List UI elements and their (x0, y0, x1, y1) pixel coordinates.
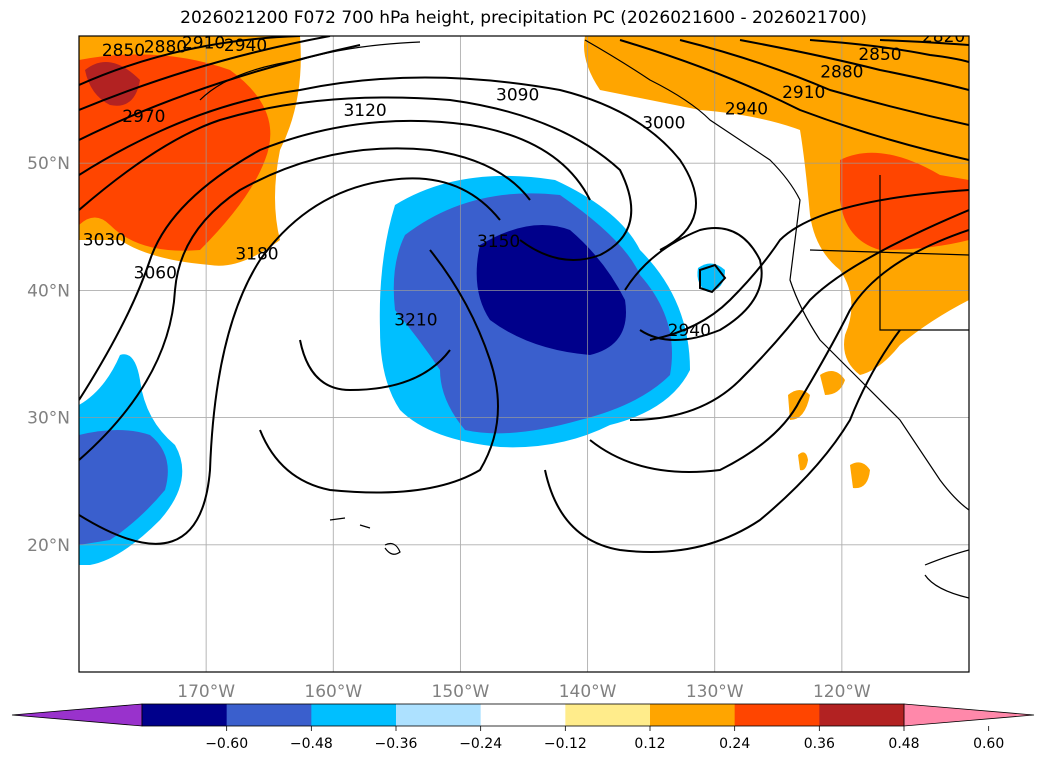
lat-tick-labels: 50°N 40°N 30°N 20°N (27, 154, 70, 556)
contour-label: 3120 (343, 101, 386, 121)
height-contours (79, 36, 969, 553)
colorbar-tick-label: 0.60 (973, 736, 1004, 752)
contour-label: 2880 (144, 37, 187, 57)
contour-label: 3210 (394, 311, 437, 331)
colorbar-tick-label: −0.24 (459, 736, 502, 752)
lon-tick-label: 160°W (304, 682, 362, 702)
colorbar-segment (734, 704, 820, 726)
precip-positive-west (79, 36, 301, 266)
contour-label: 3030 (83, 231, 126, 251)
lon-tick-labels: 170°W 160°W 150°W 140°W 130°W 120°W (177, 682, 871, 702)
colorbar-extend-min (11, 703, 143, 727)
contour-label: 3090 (496, 86, 539, 106)
map-frame (78, 35, 970, 673)
colorbar-tick-label: −0.12 (544, 736, 587, 752)
colorbar-extend-max (903, 703, 1035, 727)
contour-label: 3180 (235, 245, 278, 265)
colorbar-tick-label: 0.24 (719, 736, 750, 752)
contour-label: 2850 (858, 45, 901, 65)
colorbar-segment (226, 704, 312, 726)
colorbar-tick-label: −0.60 (205, 736, 248, 752)
lat-tick-label: 30°N (27, 409, 70, 429)
lon-tick-label: 120°W (813, 682, 871, 702)
lat-tick-label: 20°N (27, 536, 70, 556)
colorbar: −0.60 −0.48 −0.36 −0.24 −0.12 0.12 0.24 0.36 0.4… (11, 703, 1035, 752)
lon-tick-label: 140°W (559, 682, 617, 702)
colorbar-segment (565, 704, 651, 726)
colorbar-tick-label: 0.48 (888, 736, 919, 752)
lat-tick-label: 40°N (27, 281, 70, 301)
contour-labels: 2850288029102940297030303060318031203090… (83, 27, 965, 341)
map-panel: 2850288029102940297030303060318031203090… (79, 27, 969, 672)
contour-label: 2910 (182, 33, 225, 53)
colorbar-segment (142, 704, 228, 726)
lon-tick-label: 170°W (177, 682, 235, 702)
contour-label: 2910 (782, 83, 825, 103)
lon-tick-label: 130°W (686, 682, 744, 702)
colorbar-frame (141, 703, 905, 727)
colorbar-tick-label: −0.48 (290, 736, 333, 752)
contour-label: 2940 (725, 100, 768, 120)
contour-label: 2880 (820, 63, 863, 83)
colorbar-tick-label: 0.36 (804, 736, 835, 752)
colorbar-tick-label: 0.12 (634, 736, 665, 752)
lat-tick-label: 50°N (27, 154, 70, 174)
contour-label: 2940 (668, 321, 711, 341)
colorbar-segment (480, 704, 566, 726)
lon-tick-label: 150°W (432, 682, 490, 702)
figure-title: 2026021200 F072 700 hPa height, precipit… (180, 8, 867, 28)
colorbar-segment (311, 704, 397, 726)
colorbar-segment (396, 704, 482, 726)
contour-label: 2850 (102, 41, 145, 61)
contour-label: 3150 (477, 232, 520, 252)
precip-negative-west (79, 354, 183, 565)
contour-label: 3060 (134, 264, 177, 284)
colorbar-segment (650, 704, 736, 726)
contour-label: 3000 (642, 114, 685, 134)
contour-label: 2970 (122, 107, 165, 127)
contour-label: 2820 (922, 27, 965, 47)
contour-label: 2940 (224, 36, 267, 56)
colorbar-tick-label: −0.36 (375, 736, 418, 752)
colorbar-segment (819, 704, 905, 726)
